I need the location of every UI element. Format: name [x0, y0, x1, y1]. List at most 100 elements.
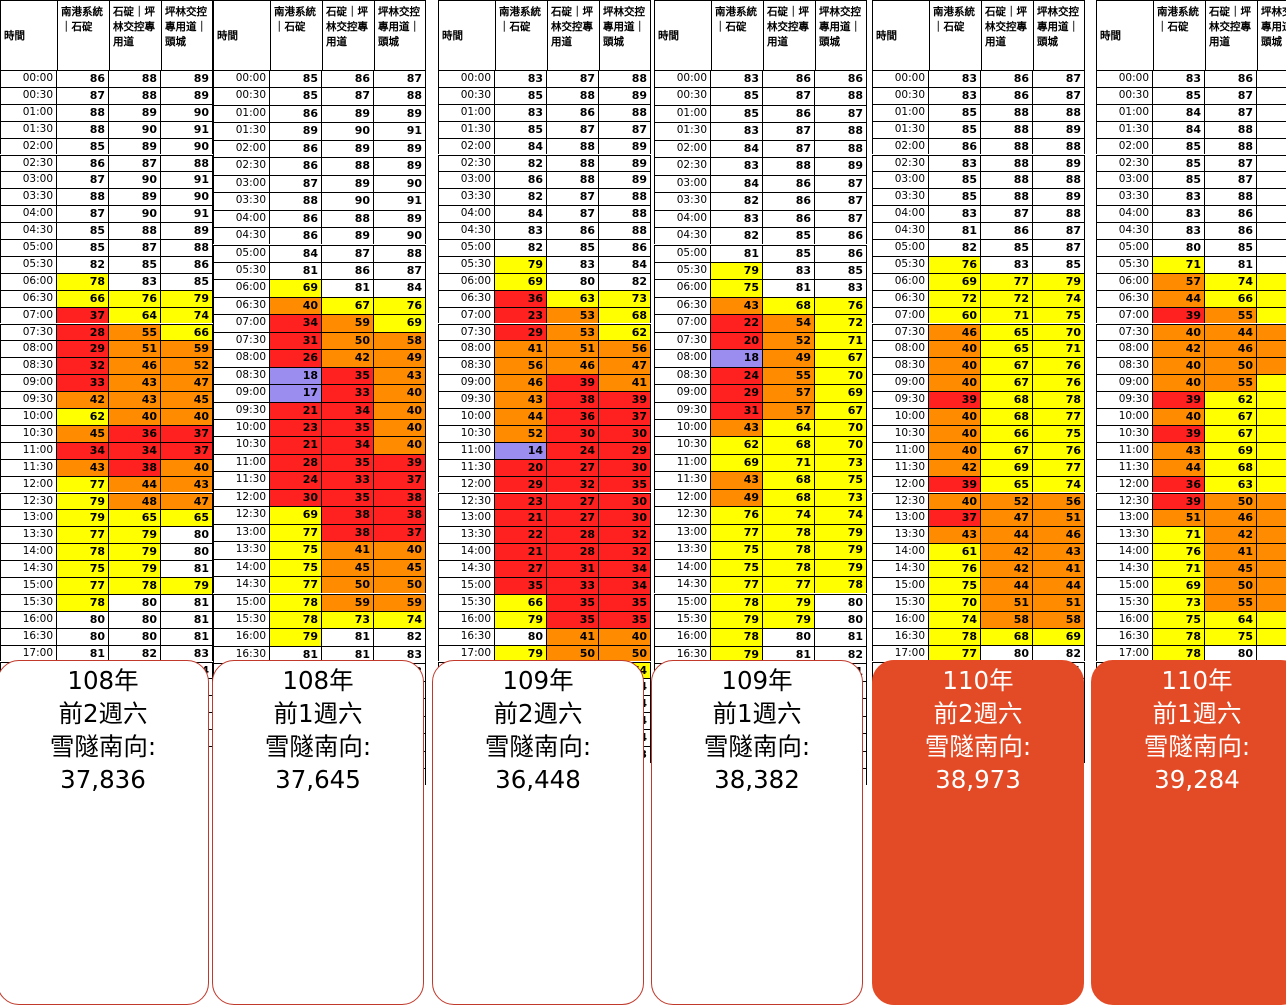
speed-cell: 69	[494, 272, 546, 290]
label-direction: 雪隧南向:	[264, 732, 372, 761]
speed-cell: 57	[1152, 272, 1204, 290]
speed-cell: 87	[1204, 86, 1256, 104]
table-row: 14:30 77 50 50	[213, 576, 426, 594]
speed-cell: 48	[1256, 323, 1286, 341]
speed-cell: 84	[269, 244, 321, 262]
speed-cell: 85	[56, 137, 108, 155]
label-period: 前1週六	[1152, 699, 1242, 728]
speed-cell: 85	[928, 103, 980, 121]
time-cell: 10:30	[438, 424, 494, 442]
speed-cell: 69	[269, 279, 321, 297]
speed-cell: 66	[1204, 289, 1256, 307]
table-row: 14:00 78 79 80	[0, 543, 213, 561]
speed-cell: 87	[108, 239, 160, 256]
table-row: 10:00 44 36 37	[438, 408, 651, 425]
table-row: 05:30 76 83 85	[872, 255, 1085, 273]
speed-cell: 44	[1152, 289, 1204, 307]
table-row: 13:30 43 44 46	[872, 526, 1085, 544]
time-cell: 04:00	[1096, 205, 1152, 223]
speed-cell: 88	[160, 154, 213, 172]
speed-cell: 58	[980, 610, 1032, 628]
table-row: 09:00405560	[1096, 374, 1286, 392]
speed-cell: 76	[1032, 441, 1085, 459]
table-row: 03:00 85 88 88	[872, 171, 1085, 189]
table-row: 10:30 62 68 70	[654, 436, 867, 454]
speed-cell: 56	[494, 357, 546, 375]
time-cell: 11:00	[872, 441, 928, 459]
table-row: 15:30 78 80 81	[0, 593, 213, 611]
label-volume: 37,836	[60, 765, 146, 794]
speed-cell: 34	[598, 560, 651, 577]
table-row: 10:00 43 64 70	[654, 419, 867, 437]
speed-cell: 71	[980, 306, 1032, 324]
speed-cell: 69	[928, 272, 980, 290]
label-direction: 雪隧南向:	[924, 732, 1032, 761]
time-cell: 12:00	[438, 475, 494, 493]
speed-cell: 35	[546, 610, 598, 628]
speed-cell: 88	[598, 103, 651, 121]
time-cell: 13:30	[438, 526, 494, 544]
speed-cell: 51	[1032, 509, 1085, 527]
speed-cell: 88	[160, 239, 213, 256]
table-row: 17:00 79 50 50	[438, 644, 651, 662]
speed-cell: 39	[1152, 492, 1204, 510]
speed-cell: 85	[56, 222, 108, 239]
table-row: 11:00 28 35 39	[213, 453, 426, 472]
speed-cell: 45	[160, 391, 213, 408]
time-cell: 00:30	[654, 87, 710, 105]
header-segment: 南港系統｜石碇	[495, 1, 547, 71]
time-cell: 08:00	[0, 340, 56, 358]
speed-cell: 23	[494, 306, 546, 324]
time-cell: 09:00	[872, 374, 928, 392]
speed-cell: 34	[321, 401, 373, 419]
time-cell: 02:00	[0, 137, 56, 155]
speed-cell: 89	[373, 139, 426, 158]
speed-cell: 87	[546, 120, 598, 138]
table-row: 13:00 21 27 30	[438, 509, 651, 527]
time-cell: 03:00	[654, 174, 710, 193]
speed-cell: 90	[160, 103, 213, 121]
table-row: 06:00 75 81 83	[654, 279, 867, 297]
speed-cell: 81	[160, 627, 213, 645]
speed-cell: 80	[108, 610, 160, 628]
header-segment: 坪林交控專用道｜頭城	[374, 1, 427, 71]
speed-cell: 88	[546, 154, 598, 172]
speed-cell: 48	[1256, 509, 1286, 527]
speed-cell: 77	[56, 526, 108, 544]
time-cell: 04:30	[0, 222, 56, 239]
speed-cell: 83	[980, 255, 1032, 273]
speed-cell: 78	[56, 593, 108, 611]
speed-cell: 77	[56, 475, 108, 493]
time-cell: 03:00	[872, 171, 928, 189]
table-row: 12:00 39 65 74	[872, 475, 1085, 493]
time-cell: 11:00	[1096, 441, 1152, 459]
time-cell: 04:00	[213, 209, 269, 228]
speed-cell: 40	[160, 458, 213, 476]
speed-cell: 35	[598, 593, 651, 611]
speed-cell: 84	[494, 137, 546, 155]
speed-cell: 88	[269, 192, 321, 210]
table-row: 15:30 79 79 80	[654, 610, 867, 629]
speed-cell: 40	[373, 401, 426, 419]
time-cell: 09:30	[872, 391, 928, 408]
speed-cell: 89	[598, 154, 651, 172]
table-row: 09:30396270	[1096, 391, 1286, 408]
speed-cell: 88	[1256, 154, 1286, 172]
table-row: 03:30 82 87 88	[438, 188, 651, 206]
table-row: 08:30 40 67 76	[872, 357, 1085, 375]
table-row: 02:30 83 88 89	[654, 157, 867, 175]
speed-cell: 86	[980, 70, 1032, 87]
table-row: 04:30 83 86 88	[438, 222, 651, 239]
speed-cell: 14	[494, 441, 546, 459]
time-cell: 01:00	[0, 103, 56, 121]
time-cell: 10:30	[654, 436, 710, 454]
speed-cell: 74	[762, 506, 814, 524]
header-segment: 石碇｜坪林交控專用道	[547, 1, 599, 71]
table-row: 12:30395055	[1096, 492, 1286, 510]
speed-cell: 81	[56, 644, 108, 662]
speed-cell: 65	[160, 509, 213, 527]
speed-cell: 89	[321, 104, 373, 123]
speed-cell: 66	[494, 593, 546, 611]
time-cell: 02:30	[213, 157, 269, 175]
